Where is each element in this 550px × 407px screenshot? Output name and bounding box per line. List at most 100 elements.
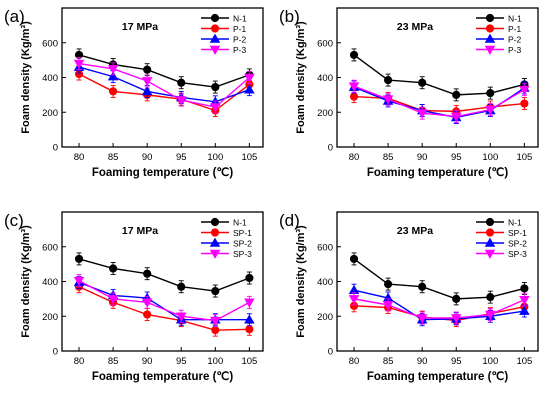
y-tick-label: 0 <box>53 143 58 154</box>
y-tick-label: 200 <box>42 312 58 323</box>
series-line <box>353 298 525 319</box>
data-point <box>349 50 359 60</box>
data-point <box>244 84 255 94</box>
data-point <box>74 254 84 264</box>
data-point <box>141 85 153 96</box>
x-tick-label: 85 <box>383 152 394 163</box>
series-line <box>353 54 525 96</box>
data-point <box>418 78 427 87</box>
data-point <box>450 112 462 123</box>
data-point <box>519 295 530 306</box>
data-point <box>244 314 255 324</box>
y-tick-label: 400 <box>317 73 333 84</box>
data-point <box>245 325 254 334</box>
data-point <box>520 284 529 293</box>
x-tick-label: 80 <box>349 152 360 163</box>
x-tick-label: 80 <box>74 356 85 367</box>
y-tick-label: 200 <box>317 108 333 119</box>
series-N-1 <box>349 252 529 306</box>
series-line <box>353 258 525 300</box>
data-point <box>211 326 220 335</box>
series-line <box>78 73 250 112</box>
data-point <box>486 293 495 302</box>
data-point <box>382 301 394 311</box>
x-tick-label: 80 <box>349 356 360 367</box>
data-point <box>485 105 496 116</box>
data-point <box>211 286 220 296</box>
data-point <box>384 76 393 85</box>
data-point <box>107 295 119 305</box>
data-point <box>486 89 495 98</box>
y-tick-label: 0 <box>328 347 333 358</box>
y-axis-label: Foam density (Kg/m³) <box>295 225 307 338</box>
series-line <box>353 289 525 321</box>
legend-label: SP-2 <box>508 238 527 248</box>
series-P-1 <box>74 67 254 117</box>
data-point <box>519 85 530 96</box>
y-tick-label: 0 <box>328 143 333 154</box>
y-tick-label: 400 <box>42 73 58 84</box>
x-tick-label: 90 <box>142 152 153 163</box>
series-SP-2 <box>348 283 530 327</box>
x-tick-label: 85 <box>108 152 119 163</box>
legend-label: N-1 <box>508 13 522 23</box>
data-point <box>245 273 254 283</box>
x-tick-label: 85 <box>383 356 394 367</box>
data-point <box>143 65 152 74</box>
legend-label: P-3 <box>508 45 522 55</box>
legend-label: SP-1 <box>508 228 527 238</box>
series-SP-1 <box>349 299 529 328</box>
data-point <box>348 82 360 92</box>
y-tick-label: 600 <box>42 242 58 253</box>
data-point <box>452 90 461 99</box>
y-tick-label: 0 <box>53 347 58 358</box>
panel-label: (c) <box>4 211 24 230</box>
chart-panel-4: (d) 23 MPa 0 200 400 600 80 85 90 95 100 105 Foaming… <box>279 211 539 383</box>
series-line <box>78 280 250 322</box>
data-point <box>452 294 461 303</box>
data-point <box>141 77 153 87</box>
data-point <box>244 73 255 83</box>
data-point <box>416 109 428 119</box>
legend-label: N-1 <box>508 217 522 227</box>
data-point <box>73 276 85 287</box>
x-tick-label: 95 <box>451 152 462 163</box>
panel-label: (a) <box>4 7 25 26</box>
y-tick-label: 600 <box>317 242 333 253</box>
legend-label: P-2 <box>508 34 522 44</box>
data-point <box>418 282 427 291</box>
chart-panel-2: (b) 23 MPa 0 200 400 600 80 85 90 95 100 105 Foaming… <box>279 7 539 179</box>
data-point <box>348 284 360 294</box>
y-tick-label: 200 <box>42 108 58 119</box>
x-tick-label: 80 <box>74 152 85 163</box>
chart-title: 23 MPa <box>397 225 433 237</box>
y-tick-label: 400 <box>42 277 58 288</box>
series-line <box>78 258 250 292</box>
chart-title: 23 MPa <box>397 21 433 33</box>
data-point <box>210 316 221 327</box>
x-tick-label: 100 <box>207 152 223 163</box>
y-tick-label: 600 <box>317 38 333 49</box>
data-point <box>349 92 359 101</box>
legend-label: P-1 <box>508 24 522 34</box>
data-point <box>349 254 359 264</box>
x-tick-label: 100 <box>207 356 223 367</box>
data-point <box>109 87 118 96</box>
legend-label: N-1 <box>233 217 247 227</box>
x-tick-label: 90 <box>417 356 428 367</box>
legend: N-1P-1P-2P-3 <box>201 13 247 55</box>
x-tick-label: 105 <box>241 152 257 163</box>
data-point <box>107 71 119 81</box>
y-tick-label: 600 <box>42 38 58 49</box>
data-point <box>143 310 152 319</box>
series-SP-2 <box>73 275 255 327</box>
data-point <box>450 314 462 324</box>
legend-label: P-1 <box>233 24 247 34</box>
y-tick-label: 200 <box>317 312 333 323</box>
legend-label: SP-3 <box>508 249 527 259</box>
data-point <box>141 298 153 308</box>
x-tick-label: 105 <box>241 356 257 367</box>
x-axis-label: Foaming temperature (℃) <box>367 370 509 383</box>
data-point <box>73 59 85 70</box>
